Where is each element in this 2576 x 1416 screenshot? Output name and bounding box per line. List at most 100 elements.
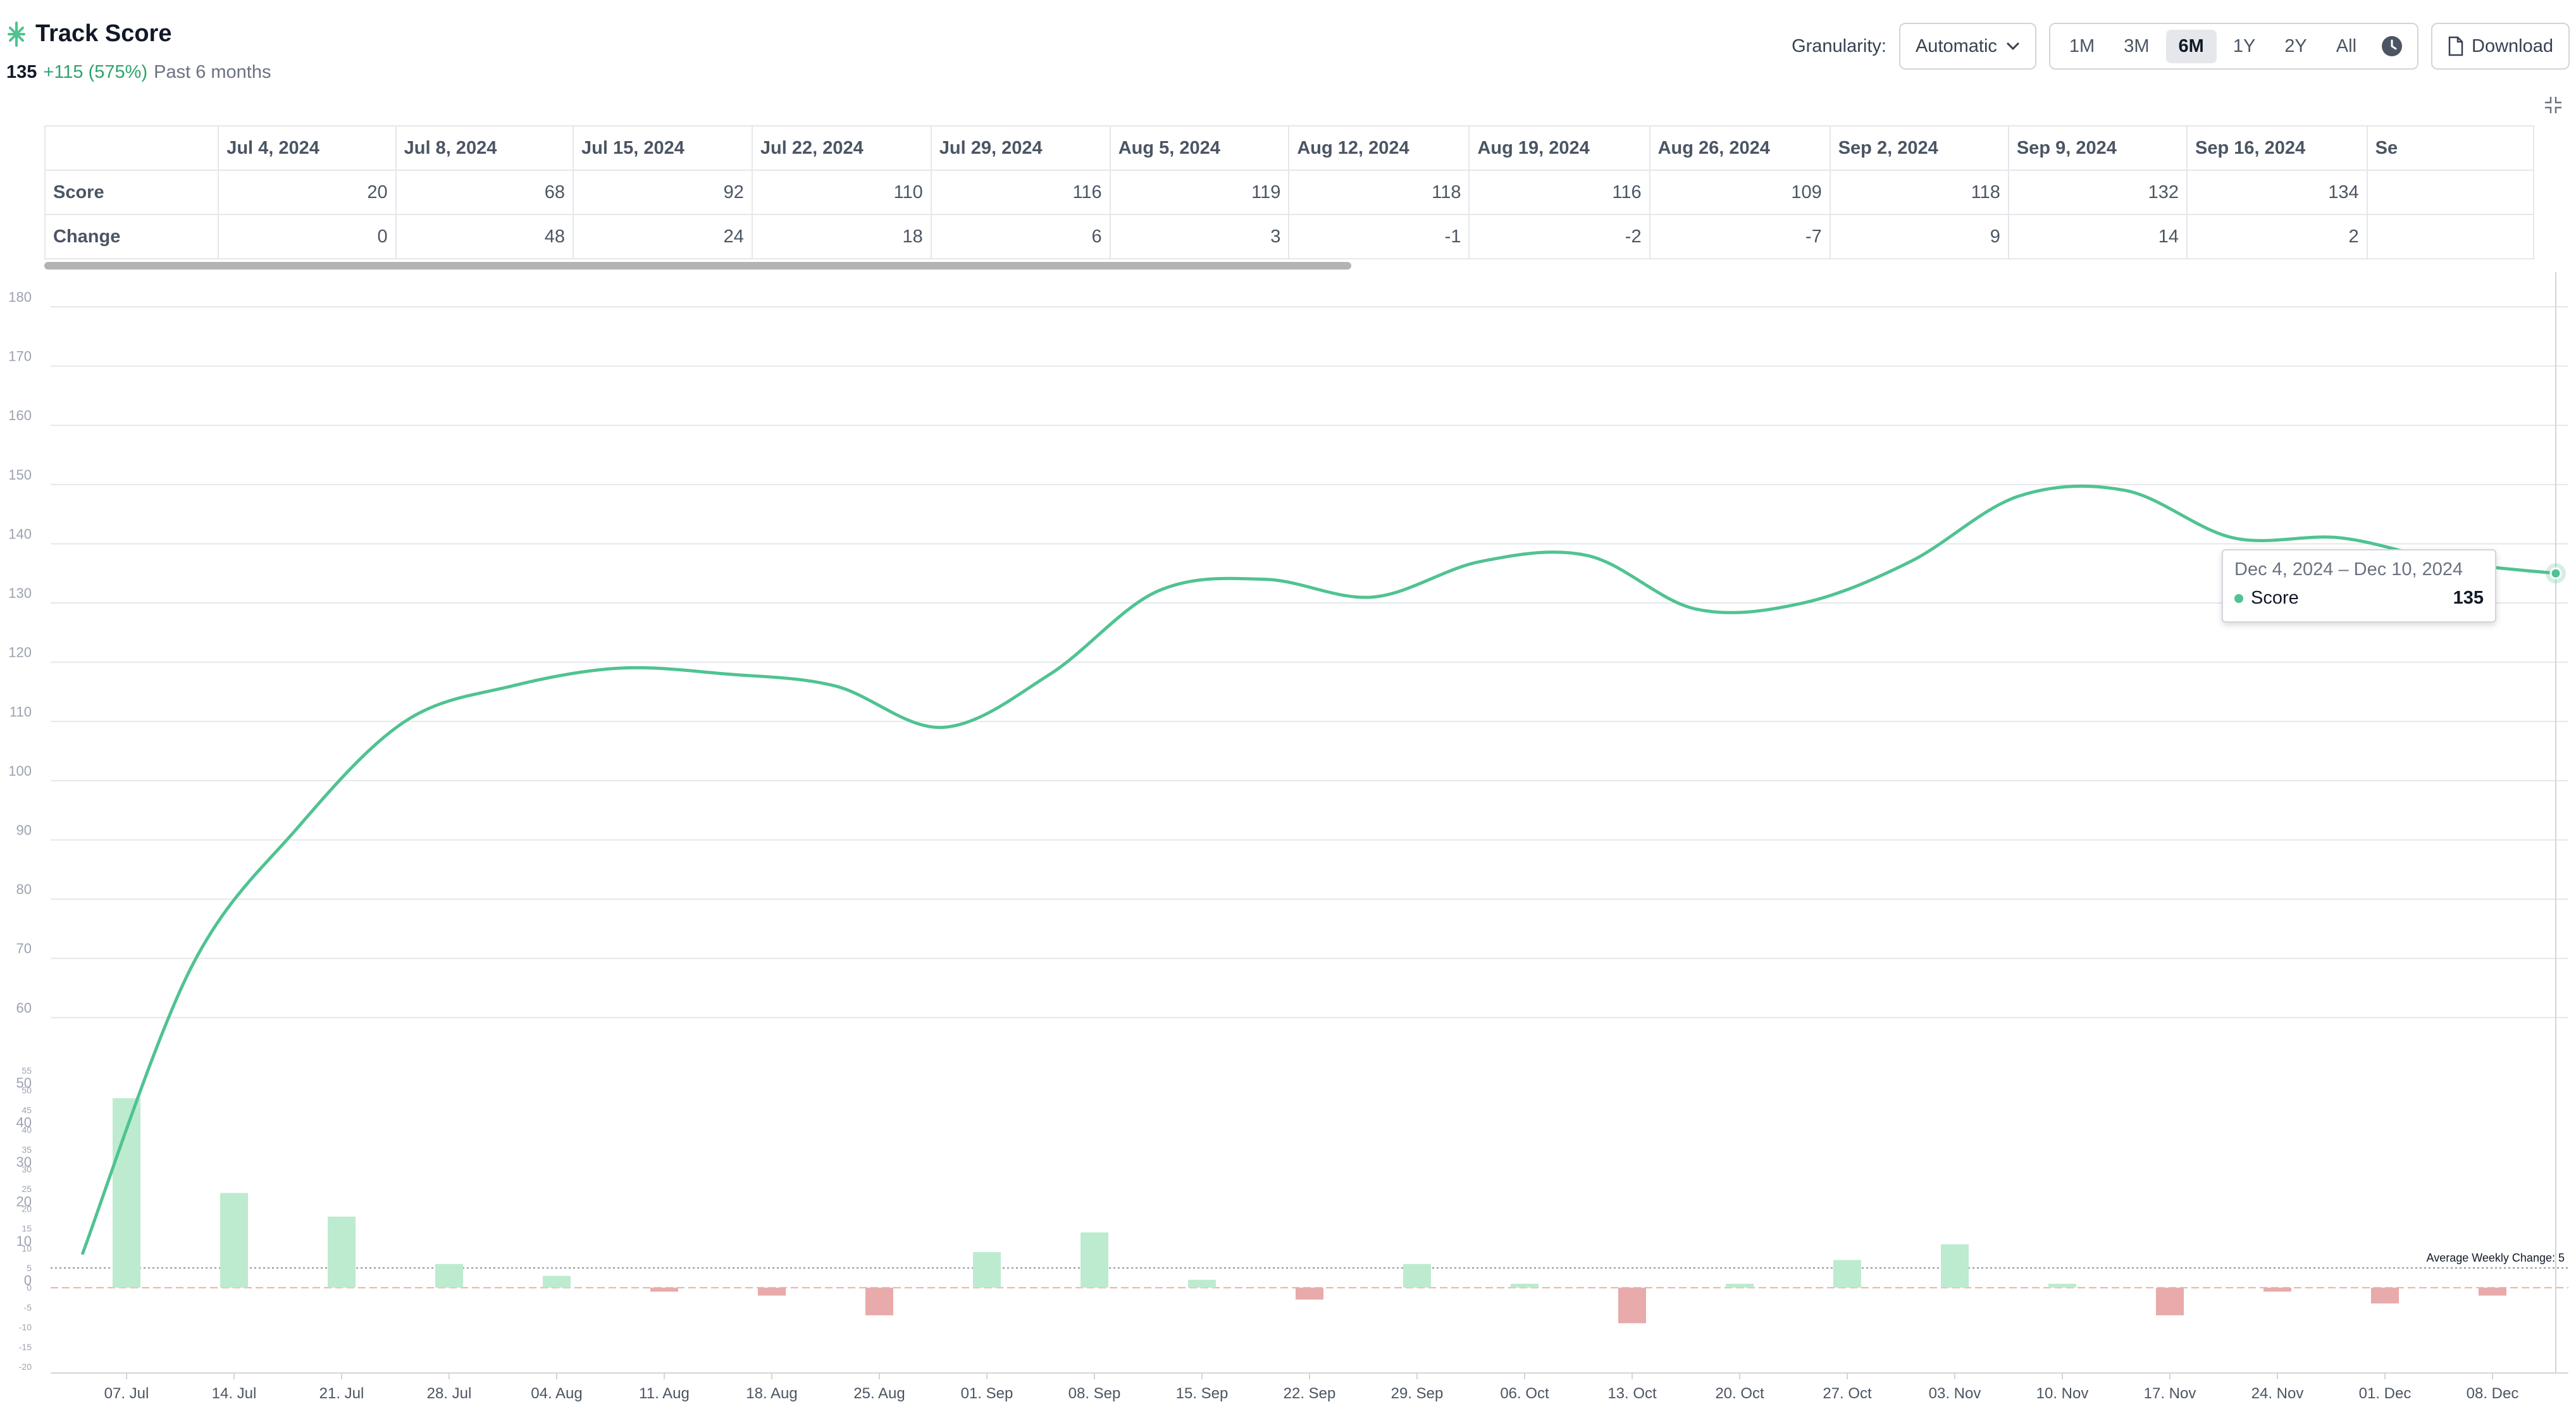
change-bars (113, 1098, 2506, 1324)
table-column-header: Sep 2, 2024 (1829, 125, 2009, 171)
header: Track Score 135 +115 (575%) Past 6 month… (0, 0, 2576, 120)
collapse-icon[interactable] (2543, 95, 2563, 115)
controls: Granularity: Automatic 1M 3M 6M 1Y 2Y Al… (1792, 23, 2570, 70)
table-scrollbar[interactable] (44, 262, 1351, 270)
score-line-layer (80, 272, 2566, 1373)
granularity-select[interactable]: Automatic (1898, 23, 2036, 70)
table-cell: 109 (1649, 170, 1831, 215)
table-column-header: Aug 12, 2024 (1288, 125, 1470, 171)
x-tick-label: 22. Sep (1284, 1385, 1336, 1402)
grid-layer (51, 306, 2568, 1289)
change-bar (543, 1276, 571, 1288)
change-bar (758, 1288, 786, 1296)
y-tick-label: 80 (16, 881, 32, 897)
range-3m-button[interactable]: 3M (2124, 35, 2150, 56)
range-1m-button[interactable]: 1M (2069, 35, 2095, 56)
clock-icon[interactable] (2381, 35, 2403, 58)
summary-row: 135 +115 (575%) Past 6 months (6, 62, 271, 83)
x-tick-label: 18. Aug (746, 1385, 797, 1402)
change-tick-label: 45 (22, 1105, 32, 1115)
change-major-label: 30 (16, 1154, 32, 1170)
change-bar (865, 1288, 893, 1315)
change-major-label: 0 (24, 1272, 32, 1288)
x-tick-label: 17. Nov (2144, 1385, 2196, 1402)
x-tick-label: 25. Aug (853, 1385, 905, 1402)
download-button[interactable]: Download (2431, 23, 2570, 70)
data-table: Jul 4, 2024 Jul 8, 2024 Jul 15, 2024 Jul 22… (44, 125, 2534, 272)
table-cell: 0 (218, 214, 397, 259)
current-score: 135 (6, 62, 37, 82)
change-bar (1726, 1283, 1754, 1288)
table-column-header: Jul 22, 2024 (751, 125, 932, 171)
table-column-header: Aug 26, 2024 (1649, 125, 1831, 171)
table-cell: -1 (1288, 214, 1470, 259)
change-tick-label: -15 (19, 1342, 32, 1352)
table-column-header: Se (2366, 125, 2534, 171)
table-cell: 18 (751, 214, 932, 259)
page-title: Track Score (35, 20, 172, 47)
y-tick-label: 130 (8, 585, 32, 601)
table-cell: 14 (2007, 214, 2188, 259)
table-row: Score 20 68 92 110 116 119 118 116 109 118 132 134 (44, 170, 2534, 215)
y-tick-label: 170 (8, 349, 32, 364)
table-cell: 132 (2007, 170, 2188, 215)
x-tick-label: 29. Sep (1391, 1385, 1444, 1402)
tooltip-series: Score (2234, 588, 2299, 609)
change-bar (973, 1252, 1001, 1288)
table-cell: 68 (395, 170, 574, 215)
table-header-row: Jul 4, 2024 Jul 8, 2024 Jul 15, 2024 Jul 22… (44, 125, 2534, 171)
x-tick-label: 14. Jul (212, 1385, 257, 1402)
x-tick-label: 08. Dec (2467, 1385, 2519, 1402)
change-major-label: 20 (16, 1193, 32, 1209)
tooltip-series-name: Score (2251, 588, 2299, 608)
change-tick-label: 20 (22, 1203, 32, 1214)
y-tick-label: 160 (8, 407, 32, 423)
score-chart: 60708090100110120130140150160170180-20-1… (8, 272, 2568, 1402)
table-cell: 118 (1829, 170, 2009, 215)
range-6m-button[interactable]: 6M (2165, 29, 2217, 63)
y-tick-label: 100 (8, 763, 32, 779)
change-bar (1618, 1288, 1646, 1324)
x-tick-label: 28. Jul (427, 1385, 472, 1402)
x-tick-label: 10. Nov (2036, 1385, 2089, 1402)
change-tick-label: 5 (27, 1263, 32, 1273)
granularity-label: Granularity: (1792, 35, 1886, 56)
table-row-label: Score (44, 170, 220, 215)
table-cell: 6 (930, 214, 1111, 259)
range-selector: 1M 3M 6M 1Y 2Y All (2048, 23, 2419, 70)
x-tick-label: 15. Sep (1176, 1385, 1229, 1402)
table-column-header: Aug 5, 2024 (1109, 125, 1290, 171)
table-cell: 48 (395, 214, 574, 259)
change-bar (2263, 1288, 2291, 1292)
granularity-value: Automatic (1915, 35, 1997, 56)
tooltip-row: Score 135 (2234, 588, 2484, 609)
series-dot-icon (2234, 593, 2243, 603)
table-cell: 119 (1109, 170, 1290, 215)
range-2y-button[interactable]: 2Y (2284, 35, 2307, 56)
change-major-label: 10 (16, 1233, 32, 1249)
tooltip-value: 135 (2453, 588, 2484, 608)
table-cell: 116 (1468, 170, 1650, 215)
change-bar (2156, 1288, 2184, 1315)
table-cell: 9 (1829, 214, 2009, 259)
table-cell: -2 (1468, 214, 1650, 259)
x-tick-label: 08. Sep (1068, 1385, 1121, 1402)
table-column-header: Jul 4, 2024 (218, 125, 397, 171)
axis-layer: 60708090100110120130140150160170180-20-1… (8, 289, 2568, 1402)
table-column-header: Jul 8, 2024 (395, 125, 574, 171)
change-bar (435, 1264, 463, 1288)
change-bar (220, 1193, 248, 1288)
range-all-button[interactable]: All (2336, 35, 2357, 56)
period-label: Past 6 months (154, 62, 271, 82)
change-bar (1296, 1288, 1323, 1300)
y-tick-label: 120 (8, 645, 32, 661)
file-icon (2448, 36, 2463, 56)
change-bar (1511, 1283, 1539, 1288)
table-column-header: Aug 19, 2024 (1468, 125, 1650, 171)
tooltip-date-range: Dec 4, 2024 – Dec 10, 2024 (2234, 559, 2463, 580)
range-1y-button[interactable]: 1Y (2232, 35, 2256, 56)
y-tick-label: 150 (8, 467, 32, 483)
y-tick-label: 180 (8, 289, 32, 305)
x-tick-label: 01. Dec (2359, 1385, 2412, 1402)
table-corner-cell (44, 125, 220, 171)
